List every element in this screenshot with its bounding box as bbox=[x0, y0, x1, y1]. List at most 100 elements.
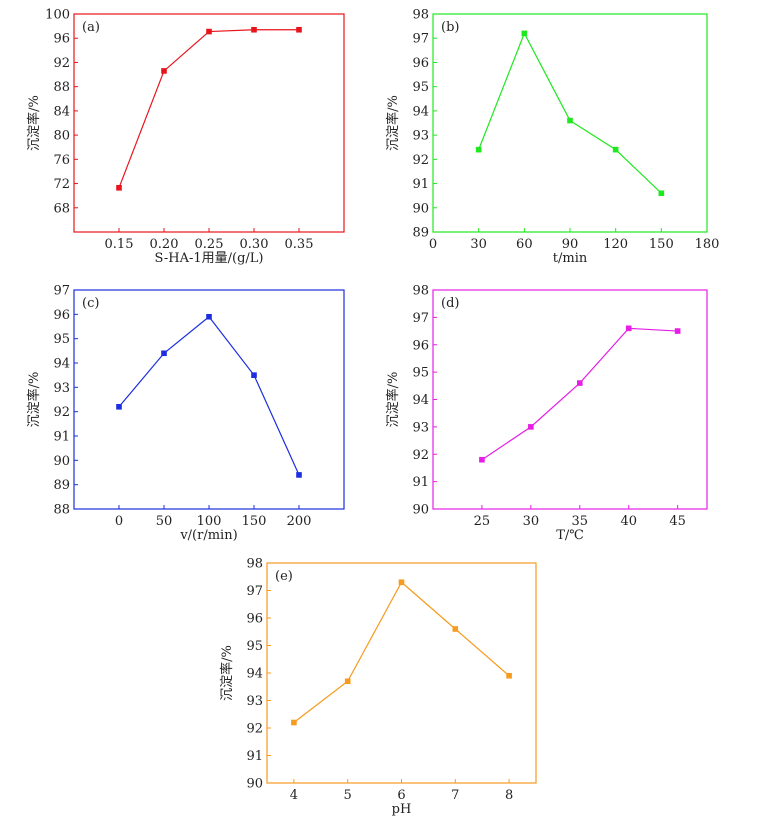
panel-b-ytick-label: 92 bbox=[412, 153, 429, 168]
panel-e-ytick-label: 92 bbox=[246, 722, 263, 737]
panel-e-point bbox=[452, 626, 459, 632]
panel-a-label: (a) bbox=[82, 20, 100, 35]
panel-b-ytick-label: 91 bbox=[412, 177, 429, 192]
panel-a-ytick-label: 72 bbox=[53, 177, 70, 192]
panel-a-ytick-label: 76 bbox=[53, 153, 70, 168]
panel-c-point bbox=[251, 372, 257, 378]
panel-d-point bbox=[576, 380, 583, 386]
panel-d-chart: 25 30 35 40 45 90 91 92 93 94 95 96 97 98 (d) T/℃ 沉淀率/% bbox=[385, 284, 708, 543]
panel-a-ytick-label: 92 bbox=[53, 56, 70, 71]
panel-c-ytick-label: 95 bbox=[53, 332, 70, 347]
panel-b-series-line bbox=[478, 31, 662, 194]
panel-e-label: (e) bbox=[275, 569, 293, 584]
panel-e-xtick-label: 8 bbox=[505, 788, 513, 803]
panel-a-chart: 0.15 0.20 0.25 0.30 0.35 68 72 76 80 84 88 92 96 100 (… bbox=[26, 8, 345, 266]
panel-b-ytick-label: 96 bbox=[412, 56, 429, 71]
panel-b-ytick-label: 93 bbox=[412, 129, 429, 144]
panel-c-point bbox=[161, 350, 167, 357]
panel-b-ytick-label: 89 bbox=[412, 226, 429, 241]
panel-b-xtick-label: 30 bbox=[470, 237, 487, 252]
panel-e-ytick-label: 94 bbox=[246, 667, 263, 682]
panel-c-ytick-label: 93 bbox=[53, 381, 70, 396]
panel-a-series-line bbox=[118, 29, 299, 189]
panel-b-ytick-label: 90 bbox=[412, 201, 429, 216]
panel-d-ytick-label: 90 bbox=[412, 503, 429, 518]
panel-a-point bbox=[161, 68, 167, 74]
panel-e-xtick-label: 7 bbox=[451, 788, 459, 803]
panel-a-xtick-label: 0.15 bbox=[105, 237, 134, 252]
panel-e-ytick-label: 96 bbox=[246, 612, 263, 627]
panel-e-ylabel: 沉淀率/% bbox=[219, 645, 235, 701]
panel-a-xtick-label: 0.25 bbox=[195, 237, 224, 252]
panel-e-point bbox=[506, 672, 512, 679]
panel-a-point bbox=[251, 26, 257, 33]
panel-e-point bbox=[344, 678, 351, 685]
panel-c-xtick-label: 100 bbox=[197, 514, 222, 529]
panel-c-frame bbox=[73, 289, 345, 510]
panel-e-ytick-label: 95 bbox=[246, 639, 263, 654]
panel-a-ylabel: 沉淀率/% bbox=[26, 95, 42, 151]
panel-b-point bbox=[567, 117, 573, 124]
panel-d-frame bbox=[432, 289, 708, 510]
panel-a-point bbox=[206, 28, 212, 35]
panel-c-chart: 0 50 100 150 200 88 89 90 91 92 93 94 95 96 97 (c) v/(r/… bbox=[26, 284, 345, 543]
panel-d-point bbox=[674, 328, 681, 334]
panel-c-label: (c) bbox=[82, 296, 99, 311]
panel-b-label: (b) bbox=[441, 20, 459, 35]
panel-a-xtick-label: 0.20 bbox=[150, 237, 179, 252]
panel-c-ytick-label: 92 bbox=[53, 405, 70, 420]
panel-d-xtick-label: 40 bbox=[620, 514, 637, 529]
panel-b-ytick-label: 97 bbox=[412, 32, 429, 47]
panel-b-xtick-label: 120 bbox=[603, 237, 628, 252]
panel-e-ytick-label: 91 bbox=[246, 749, 263, 764]
panel-c-ytick-label: 88 bbox=[53, 503, 70, 518]
panel-c-series-line bbox=[118, 315, 300, 476]
panel-e-ytick-label: 98 bbox=[246, 557, 263, 572]
panel-c-ytick-label: 90 bbox=[53, 454, 70, 469]
panel-c-point bbox=[296, 472, 302, 478]
panel-e-ytick-label: 97 bbox=[246, 584, 263, 599]
panel-a-ytick-label: 100 bbox=[45, 8, 70, 23]
panel-a-ytick-label: 96 bbox=[53, 32, 70, 47]
panel-c-point bbox=[206, 313, 212, 320]
panel-b-xtick-label: 60 bbox=[516, 237, 533, 252]
panel-a-ytick-label: 68 bbox=[53, 201, 70, 216]
panel-a-xtick-label: 0.30 bbox=[240, 237, 269, 252]
panel-b-ytick-label: 94 bbox=[412, 104, 429, 119]
panel-b-xtick-label: 90 bbox=[562, 237, 579, 252]
panel-d-ytick-label: 98 bbox=[412, 284, 429, 299]
panel-d-xlabel: T/℃ bbox=[556, 528, 584, 543]
panel-c-ytick-label: 97 bbox=[53, 284, 70, 299]
panel-c-ytick-label: 91 bbox=[53, 430, 70, 445]
panel-c-xtick-label: 50 bbox=[156, 514, 173, 529]
panel-e-ytick-label: 90 bbox=[246, 777, 263, 792]
panel-a-xlabel: S-HA-1用量/(g/L) bbox=[154, 251, 263, 266]
panel-c-xtick-label: 200 bbox=[287, 514, 312, 529]
panel-e-point bbox=[398, 579, 405, 586]
panel-d-xtick-label: 45 bbox=[669, 514, 686, 529]
panel-d-xtick-label: 30 bbox=[523, 514, 540, 529]
panel-e-frame bbox=[266, 562, 537, 784]
panel-c-ytick-label: 89 bbox=[53, 478, 70, 493]
panel-e-chart: 4 5 6 7 8 90 91 92 93 94 95 96 97 98 (e) pH 沉淀率/% bbox=[219, 557, 537, 817]
panel-a-xtick-label: 0.35 bbox=[285, 237, 314, 252]
panel-d-point bbox=[625, 325, 632, 332]
panel-a-ytick-label: 80 bbox=[53, 129, 70, 144]
panel-e-xtick-label: 4 bbox=[290, 788, 298, 803]
panel-e-series-line bbox=[293, 581, 510, 723]
panel-b-ylabel: 沉淀率/% bbox=[385, 95, 401, 151]
panel-a-point bbox=[116, 184, 122, 191]
panel-d-ytick-label: 94 bbox=[412, 393, 429, 408]
panel-d-xtick-label: 35 bbox=[572, 514, 589, 529]
panel-b-xtick-label: 0 bbox=[429, 237, 437, 252]
panel-c-xtick-label: 0 bbox=[115, 514, 123, 529]
panel-a-frame bbox=[73, 13, 345, 233]
panel-d-ytick-label: 93 bbox=[412, 420, 429, 435]
panel-c-xlabel: v/(r/min) bbox=[179, 528, 237, 543]
panel-b-point bbox=[612, 146, 619, 153]
panel-c-ytick-label: 94 bbox=[53, 357, 70, 372]
panel-b-ytick-label: 98 bbox=[412, 8, 429, 23]
panel-a-ytick-label: 84 bbox=[53, 104, 70, 119]
panel-b-ytick-label: 95 bbox=[412, 80, 429, 95]
